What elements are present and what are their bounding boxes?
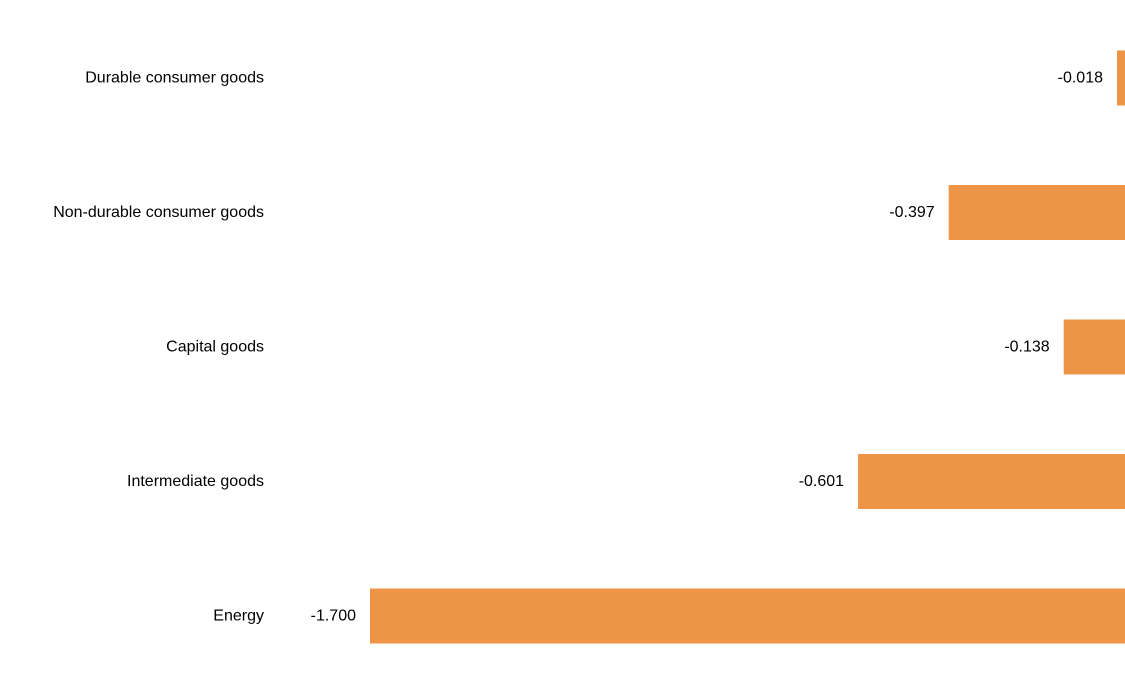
category-label-2: Capital goods <box>166 339 264 356</box>
value-label-2: -0.138 <box>1004 339 1049 356</box>
category-label-1: Non-durable consumer goods <box>53 204 264 221</box>
bar-3 <box>858 454 1125 509</box>
category-label-4: Energy <box>213 608 264 625</box>
bar-0 <box>1117 50 1125 106</box>
value-label-1: -0.397 <box>889 204 934 221</box>
category-label-3: Intermediate goods <box>127 473 264 490</box>
value-label-0: -0.018 <box>1058 70 1103 87</box>
value-label-3: -0.601 <box>799 473 844 490</box>
labels-layer: Durable consumer goods -0.018 Non-durable … <box>53 70 1103 625</box>
bar-1 <box>948 185 1125 240</box>
bar-4 <box>370 588 1125 644</box>
category-label-0: Durable consumer goods <box>85 70 264 87</box>
value-label-4: -1.700 <box>311 608 356 625</box>
bar-2 <box>1063 319 1125 375</box>
bars-layer <box>370 50 1125 644</box>
